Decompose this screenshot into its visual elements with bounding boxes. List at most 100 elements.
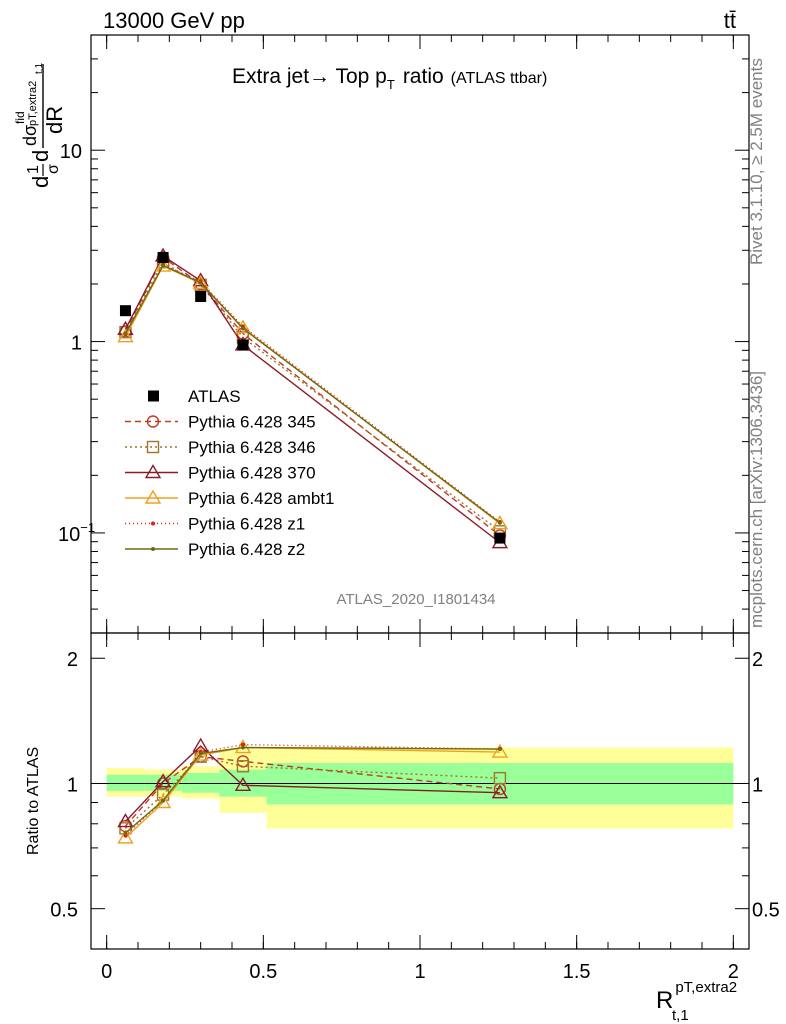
main-y-axis-label: d 1 σ d dσ fid pT,extra2 dR t,1 [13,62,67,188]
ratio-x-tick-label: 0 [101,961,112,983]
svg-text:pT,extra2: pT,extra2 [27,81,39,126]
ratio-series-point [117,829,134,844]
legend-series-point [151,547,155,551]
legend-series-point [144,489,162,504]
main-series-point [123,331,128,336]
main-plot-title: Extra jet→ Top pT ratio (ATLAS ttbar) [232,65,547,92]
ratio-series-point [493,771,507,785]
svg-text:d: d [28,176,53,188]
main-series-4 [123,262,502,525]
main-series-point [491,515,509,530]
ratio-x-tick-label: 1 [414,961,425,983]
main-plot-title-subscript: T [387,77,395,92]
ratio-series-point [491,743,509,758]
legend-series-label: Pythia 6.428 z1 [188,515,305,534]
main-series-line [124,264,501,524]
ratio-x-tick-label: 1.5 [563,961,591,983]
ratio-x-tick-label: 2 [728,961,739,983]
ratio-y-tick-label-right: 2 [752,649,763,671]
x-axis-label-subscript: t,1 [672,1007,689,1024]
ratio-y-tick-label-right: 1 [752,774,763,796]
svg-text:dσ: dσ [20,125,40,146]
ratio-series-point [154,773,172,788]
main-series-line [124,256,501,537]
ratio-series-point [234,739,252,754]
ratio-series-5 [123,745,502,836]
legend-series-label: Pythia 6.428 z2 [188,540,305,559]
ratio-plot-frame [90,632,750,950]
main-series-point [117,328,134,343]
main-panel: 10−1 1 10 Extra jet→ Top pT ratio (ATLAS ttb… [13,34,750,634]
process-label: tt̄ [724,8,736,33]
analysis-label: ATLAS_2020_I1801434 [336,591,495,608]
ratio-series-line [124,755,500,827]
svg-text:d: d [28,150,53,162]
mcplots-credit-label: mcplots.cern.ch [arXiv:1306.3436] [747,371,766,628]
legend-series-point [146,415,160,428]
ratio-y-tick-label-left: 0.5 [50,900,78,922]
main-series-point [497,520,502,525]
main-series-point [198,280,203,285]
main-series-5 [123,263,502,525]
ratio-stat-band [106,774,145,791]
svg-text:dR: dR [42,106,67,134]
svg-text:t,1: t,1 [34,62,45,74]
atlas-data-point [494,532,506,544]
ratio-y-tick-label-left: 1 [67,774,78,796]
ratio-series-point [117,813,134,828]
ratio-series-point [240,742,245,747]
legend-series-point [151,521,155,526]
atlas-data-point [237,339,249,351]
main-axis-ticks: 10−1 1 10 [58,34,749,634]
legend: ATLAS Pythia 6.428 345 Pythia 6.428 346 Pyt… [125,387,334,559]
main-y-tick-label: 1 [71,333,82,355]
legend-series-label: Pythia 6.428 ambt1 [188,489,334,508]
legend-series-label: Pythia 6.428 345 [188,413,316,432]
ratio-series-point [491,784,509,799]
ratio-axis-ticks: 0.5 0.5 1 1 2 2 0 0.5 1 1.5 2 [50,633,780,983]
ratio-stat-band [144,774,182,791]
main-series-line [124,265,501,525]
legend-atlas-marker [148,390,159,402]
main-series-point [240,326,245,331]
rivet-version-label: Rivet 3.1.10, ≥ 2.5M events [747,58,766,265]
ratio-x-tick-label: 0.5 [249,961,277,983]
main-series-point [161,263,166,268]
svg-text:fid: fid [13,111,27,124]
svg-text:1: 1 [25,165,42,174]
ratio-series-point [192,746,209,761]
x-axis-label-superscript: pT,extra2 [675,979,737,996]
svg-text:σ: σ [45,164,62,174]
legend-atlas-label: ATLAS [188,387,241,406]
main-series-line [124,263,501,523]
main-series-point [154,257,172,272]
legend-series-label: Pythia 6.428 346 [188,438,316,457]
legend-series-point [146,440,160,454]
ratio-stat-band [181,772,220,793]
ratio-series-point [123,831,128,836]
main-y-tick-label: 10−1 [58,520,95,546]
main-y-tick-label: 10 [60,141,82,163]
ratio-series-2 [117,737,509,828]
atlas-data-point [157,252,169,264]
ratio-series-point [236,760,250,773]
legend-series-label: Pythia 6.428 370 [188,464,316,483]
ratio-data-layer [117,737,509,844]
ratio-series-point [198,751,203,756]
ratio-series-point [497,747,502,752]
ratio-y-tick-label-right: 0.5 [752,900,780,922]
ratio-series-point [154,794,172,809]
main-series-point [192,274,209,289]
ratio-series-point [234,776,252,791]
energy-label: 13000 GeV pp [103,8,245,33]
ratio-series-point [240,745,245,750]
main-series-point [234,319,252,334]
atlas-data-point [195,291,207,303]
ratio-series-line [124,745,500,823]
ratio-y-tick-label-left: 2 [67,649,78,671]
legend-series-point [144,464,162,479]
atlas-data-point [119,305,131,317]
